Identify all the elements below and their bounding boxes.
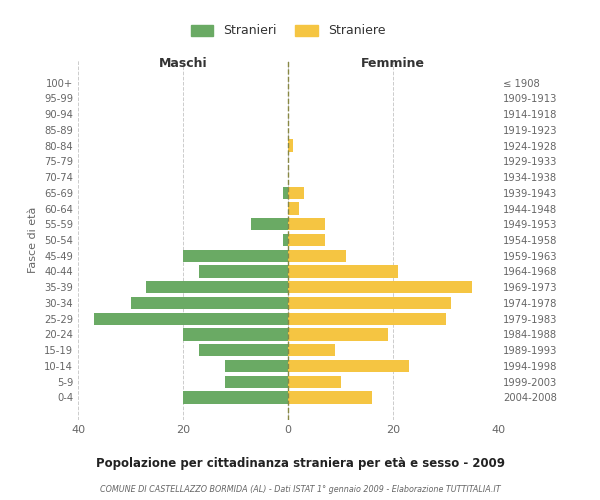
Bar	[288, 344, 335, 356]
Bar	[288, 218, 325, 230]
Bar	[288, 250, 346, 262]
Bar	[288, 234, 325, 246]
Text: Maschi: Maschi	[158, 57, 208, 70]
Bar	[288, 186, 304, 199]
Bar	[199, 266, 288, 278]
Bar	[199, 344, 288, 356]
Text: COMUNE DI CASTELLAZZO BORMIDA (AL) - Dati ISTAT 1° gennaio 2009 - Elaborazione T: COMUNE DI CASTELLAZZO BORMIDA (AL) - Dat…	[100, 485, 500, 494]
Text: Femmine: Femmine	[361, 57, 425, 70]
Bar	[288, 266, 398, 278]
Bar	[130, 297, 288, 309]
Bar	[288, 392, 372, 404]
Bar	[288, 202, 299, 214]
Bar	[183, 328, 288, 340]
Bar	[288, 297, 451, 309]
Bar	[288, 376, 341, 388]
Text: Popolazione per cittadinanza straniera per età e sesso - 2009: Popolazione per cittadinanza straniera p…	[95, 458, 505, 470]
Bar	[251, 218, 288, 230]
Bar	[288, 312, 445, 325]
Bar	[225, 360, 288, 372]
Y-axis label: Fasce di età: Fasce di età	[28, 207, 38, 273]
Bar	[283, 234, 288, 246]
Legend: Stranieri, Straniere: Stranieri, Straniere	[185, 20, 391, 42]
Bar	[288, 328, 388, 340]
Bar	[288, 281, 472, 293]
Bar	[288, 360, 409, 372]
Bar	[225, 376, 288, 388]
Bar	[94, 312, 288, 325]
Bar	[183, 250, 288, 262]
Bar	[183, 392, 288, 404]
Bar	[146, 281, 288, 293]
Bar	[283, 186, 288, 199]
Bar	[288, 140, 293, 151]
